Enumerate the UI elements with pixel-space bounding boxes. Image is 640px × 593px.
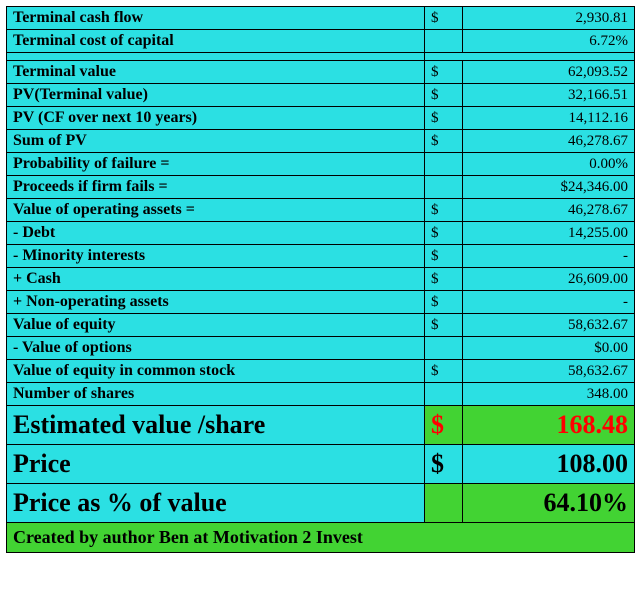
table-row: - Minority interests$-: [7, 245, 635, 268]
row-label: + Non-operating assets: [7, 291, 425, 314]
currency-symbol: $: [425, 107, 463, 130]
row-label: PV(Terminal value): [7, 84, 425, 107]
row-label: Number of shares: [7, 383, 425, 406]
table-row: Number of shares 348.00: [7, 383, 635, 406]
row-value: 62,093.52: [463, 61, 635, 84]
row-label: Terminal cost of capital: [7, 30, 425, 53]
row-value: 168.48: [463, 406, 635, 445]
row-value: $0.00: [463, 337, 635, 360]
row-value: 32,166.51: [463, 84, 635, 107]
table-row: Terminal cash flow$2,930.81: [7, 7, 635, 30]
table-row: Sum of PV$46,278.67: [7, 130, 635, 153]
row-value: 14,112.16: [463, 107, 635, 130]
table-row: Probability of failure = 0.00%: [7, 153, 635, 176]
row-value: 6.72%: [463, 30, 635, 53]
currency-symbol: [425, 30, 463, 53]
currency-symbol: [425, 153, 463, 176]
table-row: PV (CF over next 10 years)$14,112.16: [7, 107, 635, 130]
row-label: Value of equity in common stock: [7, 360, 425, 383]
table-row: Value of equity in common stock$58,632.6…: [7, 360, 635, 383]
currency-symbol: $: [425, 199, 463, 222]
table-row: Estimated value /share$168.48: [7, 406, 635, 445]
table-row: - Value of options $0.00: [7, 337, 635, 360]
row-label: Estimated value /share: [7, 406, 425, 445]
currency-symbol: [425, 383, 463, 406]
table-row: + Cash$26,609.00: [7, 268, 635, 291]
row-value: 14,255.00: [463, 222, 635, 245]
row-value: 2,930.81: [463, 7, 635, 30]
row-label: - Value of options: [7, 337, 425, 360]
row-label: + Cash: [7, 268, 425, 291]
currency-symbol: $: [425, 268, 463, 291]
row-value: 108.00: [463, 445, 635, 484]
row-value: 46,278.67: [463, 130, 635, 153]
row-label: Proceeds if firm fails =: [7, 176, 425, 199]
row-label: Probability of failure =: [7, 153, 425, 176]
row-label: Price: [7, 445, 425, 484]
row-label: Value of operating assets =: [7, 199, 425, 222]
row-label: Value of equity: [7, 314, 425, 337]
spacer-row: [7, 53, 635, 61]
currency-symbol: $: [425, 360, 463, 383]
row-value: 64.10%: [463, 484, 635, 523]
row-label: - Debt: [7, 222, 425, 245]
table-row: - Debt$14,255.00: [7, 222, 635, 245]
currency-symbol: $: [425, 84, 463, 107]
currency-symbol: $: [425, 445, 463, 484]
row-value: 58,632.67: [463, 314, 635, 337]
row-value: 46,278.67: [463, 199, 635, 222]
currency-symbol: $: [425, 222, 463, 245]
row-value: 26,609.00: [463, 268, 635, 291]
table-row: Price$108.00: [7, 445, 635, 484]
row-label: Sum of PV: [7, 130, 425, 153]
table-row: Value of equity$58,632.67: [7, 314, 635, 337]
credit-row: Created by author Ben at Motivation 2 In…: [7, 523, 635, 553]
row-value: 0.00%: [463, 153, 635, 176]
table-row: Terminal cost of capital 6.72%: [7, 30, 635, 53]
currency-symbol: $: [425, 291, 463, 314]
currency-symbol: [425, 337, 463, 360]
valuation-table-body: Terminal cash flow$2,930.81Terminal cost…: [7, 7, 635, 553]
row-value: -: [463, 245, 635, 268]
currency-symbol: $: [425, 245, 463, 268]
currency-symbol: $: [425, 7, 463, 30]
row-label: Price as % of value: [7, 484, 425, 523]
currency-symbol: [425, 484, 463, 523]
valuation-table: Terminal cash flow$2,930.81Terminal cost…: [6, 6, 635, 553]
currency-symbol: $: [425, 314, 463, 337]
row-label: - Minority interests: [7, 245, 425, 268]
currency-symbol: $: [425, 406, 463, 445]
row-value: -: [463, 291, 635, 314]
row-label: Terminal value: [7, 61, 425, 84]
currency-symbol: $: [425, 61, 463, 84]
table-row: Proceeds if firm fails = $24,346.00: [7, 176, 635, 199]
row-value: 58,632.67: [463, 360, 635, 383]
table-row: Price as % of value 64.10%: [7, 484, 635, 523]
currency-symbol: [425, 176, 463, 199]
row-value: 348.00: [463, 383, 635, 406]
currency-symbol: $: [425, 130, 463, 153]
table-row: + Non-operating assets$-: [7, 291, 635, 314]
table-row: Value of operating assets =$46,278.67: [7, 199, 635, 222]
table-row: Terminal value$62,093.52: [7, 61, 635, 84]
row-label: Terminal cash flow: [7, 7, 425, 30]
row-value: $24,346.00: [463, 176, 635, 199]
credit-text: Created by author Ben at Motivation 2 In…: [7, 523, 635, 553]
row-label: PV (CF over next 10 years): [7, 107, 425, 130]
table-row: PV(Terminal value)$32,166.51: [7, 84, 635, 107]
